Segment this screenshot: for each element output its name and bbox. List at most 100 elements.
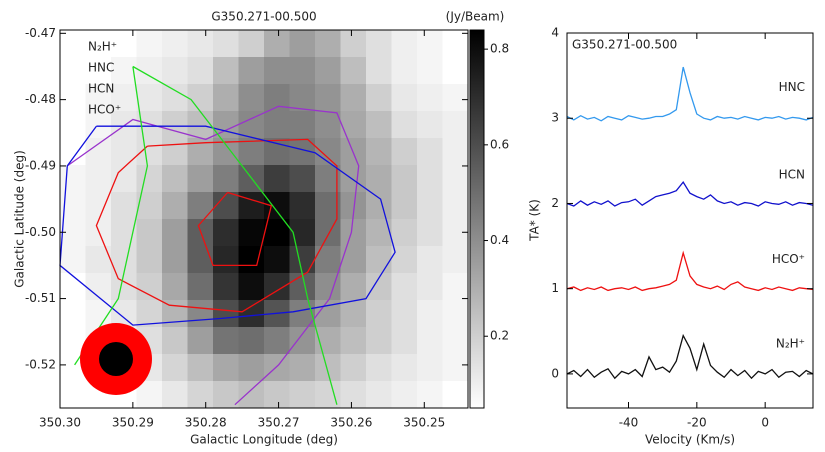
map-cell xyxy=(213,246,239,274)
map-cell xyxy=(213,327,239,355)
map-cell xyxy=(60,381,86,409)
map-title: G350.271-00.500 xyxy=(211,10,316,24)
map-cell xyxy=(417,246,443,274)
map-cell xyxy=(86,192,112,220)
map-cell xyxy=(366,165,392,193)
map-cell xyxy=(443,111,469,139)
map-cell xyxy=(290,246,316,274)
map-cell xyxy=(188,192,214,220)
colorbar-tick-label: 0.6 xyxy=(490,137,509,151)
map-cell xyxy=(341,111,367,139)
y-tick-label: 0 xyxy=(551,366,559,380)
legend-entry: HCO⁺ xyxy=(772,252,805,266)
map-cell xyxy=(366,30,392,58)
map-cell xyxy=(315,57,341,85)
map-cell xyxy=(341,30,367,58)
map-cell xyxy=(290,192,316,220)
map-cell xyxy=(417,273,443,301)
map-cell xyxy=(188,381,214,409)
map-cell xyxy=(290,30,316,58)
map-cell xyxy=(137,273,163,301)
map-cell xyxy=(239,57,265,85)
y-tick-label: -0.52 xyxy=(25,357,56,371)
map-cell xyxy=(366,354,392,382)
map-cell xyxy=(392,327,418,355)
map-cell xyxy=(162,219,188,247)
legend-entry: N₂H⁺ xyxy=(88,40,117,54)
map-cell xyxy=(366,246,392,274)
map-cell xyxy=(366,381,392,409)
map-cell xyxy=(264,138,290,166)
map-cell xyxy=(417,111,443,139)
map-cell xyxy=(239,327,265,355)
y-tick-label: -0.48 xyxy=(25,92,56,106)
map-cell xyxy=(443,138,469,166)
plots: 350.30350.29350.28350.27350.26350.25-0.4… xyxy=(25,26,813,430)
map-cell xyxy=(417,138,443,166)
map-cell xyxy=(315,111,341,139)
map-cell xyxy=(341,246,367,274)
map-cell xyxy=(341,327,367,355)
map-cell xyxy=(290,354,316,382)
map-cell xyxy=(162,327,188,355)
map-cell xyxy=(213,84,239,112)
map-cell xyxy=(239,300,265,328)
map-cell xyxy=(341,300,367,328)
map-cell xyxy=(162,273,188,301)
map-cell xyxy=(137,246,163,274)
map-cell xyxy=(264,246,290,274)
y-axis-label: TA* (K) xyxy=(528,199,542,242)
map-cell xyxy=(213,57,239,85)
map-cell xyxy=(366,57,392,85)
map-cell xyxy=(264,381,290,409)
map-cell xyxy=(137,219,163,247)
page: G350.271-00.500 (Jy/Beam) Galactic Longi… xyxy=(0,0,825,452)
map-cell xyxy=(392,84,418,112)
legend-entry: HCN xyxy=(88,82,114,96)
map-cell xyxy=(60,111,86,139)
panel-title: G350.271-00.500 xyxy=(572,38,677,52)
x-tick-label: 350.25 xyxy=(403,416,445,430)
map-cell xyxy=(60,84,86,112)
colorbar-tick-label: 0.2 xyxy=(490,329,509,343)
y-tick-label: 2 xyxy=(551,196,559,210)
map-cell xyxy=(60,300,86,328)
x-tick-label: -20 xyxy=(687,416,707,430)
map-cell xyxy=(264,30,290,58)
map-cell xyxy=(417,84,443,112)
map-cell xyxy=(443,354,469,382)
legend-entry: N₂H⁺ xyxy=(776,336,805,350)
map-cell xyxy=(162,30,188,58)
map-cell xyxy=(392,300,418,328)
y-tick-label: -0.50 xyxy=(25,225,56,239)
map-cell xyxy=(392,138,418,166)
map-cell xyxy=(162,246,188,274)
map-cell xyxy=(188,273,214,301)
colorbar-label: (Jy/Beam) xyxy=(446,10,505,24)
map-cell xyxy=(188,165,214,193)
map-cell xyxy=(366,219,392,247)
map-cell xyxy=(188,300,214,328)
map-cell xyxy=(239,273,265,301)
legend-entry: HCO⁺ xyxy=(88,103,121,117)
legend-entry: HNC xyxy=(779,80,805,94)
map-cell xyxy=(86,165,112,193)
map-cell xyxy=(239,354,265,382)
map-cell xyxy=(341,354,367,382)
map-cell xyxy=(417,192,443,220)
map-cell xyxy=(443,327,469,355)
map-cell xyxy=(162,381,188,409)
map-cell xyxy=(188,327,214,355)
map-cell xyxy=(392,111,418,139)
map-cell xyxy=(392,354,418,382)
map-cell xyxy=(213,165,239,193)
map-cell xyxy=(213,30,239,58)
map-cell xyxy=(443,192,469,220)
map-cell xyxy=(213,300,239,328)
map-cell xyxy=(366,192,392,220)
map-cell xyxy=(341,57,367,85)
map-cell xyxy=(366,138,392,166)
colorbar xyxy=(470,30,484,408)
map-cell xyxy=(213,219,239,247)
colorbar-tick-label: 0.4 xyxy=(490,233,509,247)
